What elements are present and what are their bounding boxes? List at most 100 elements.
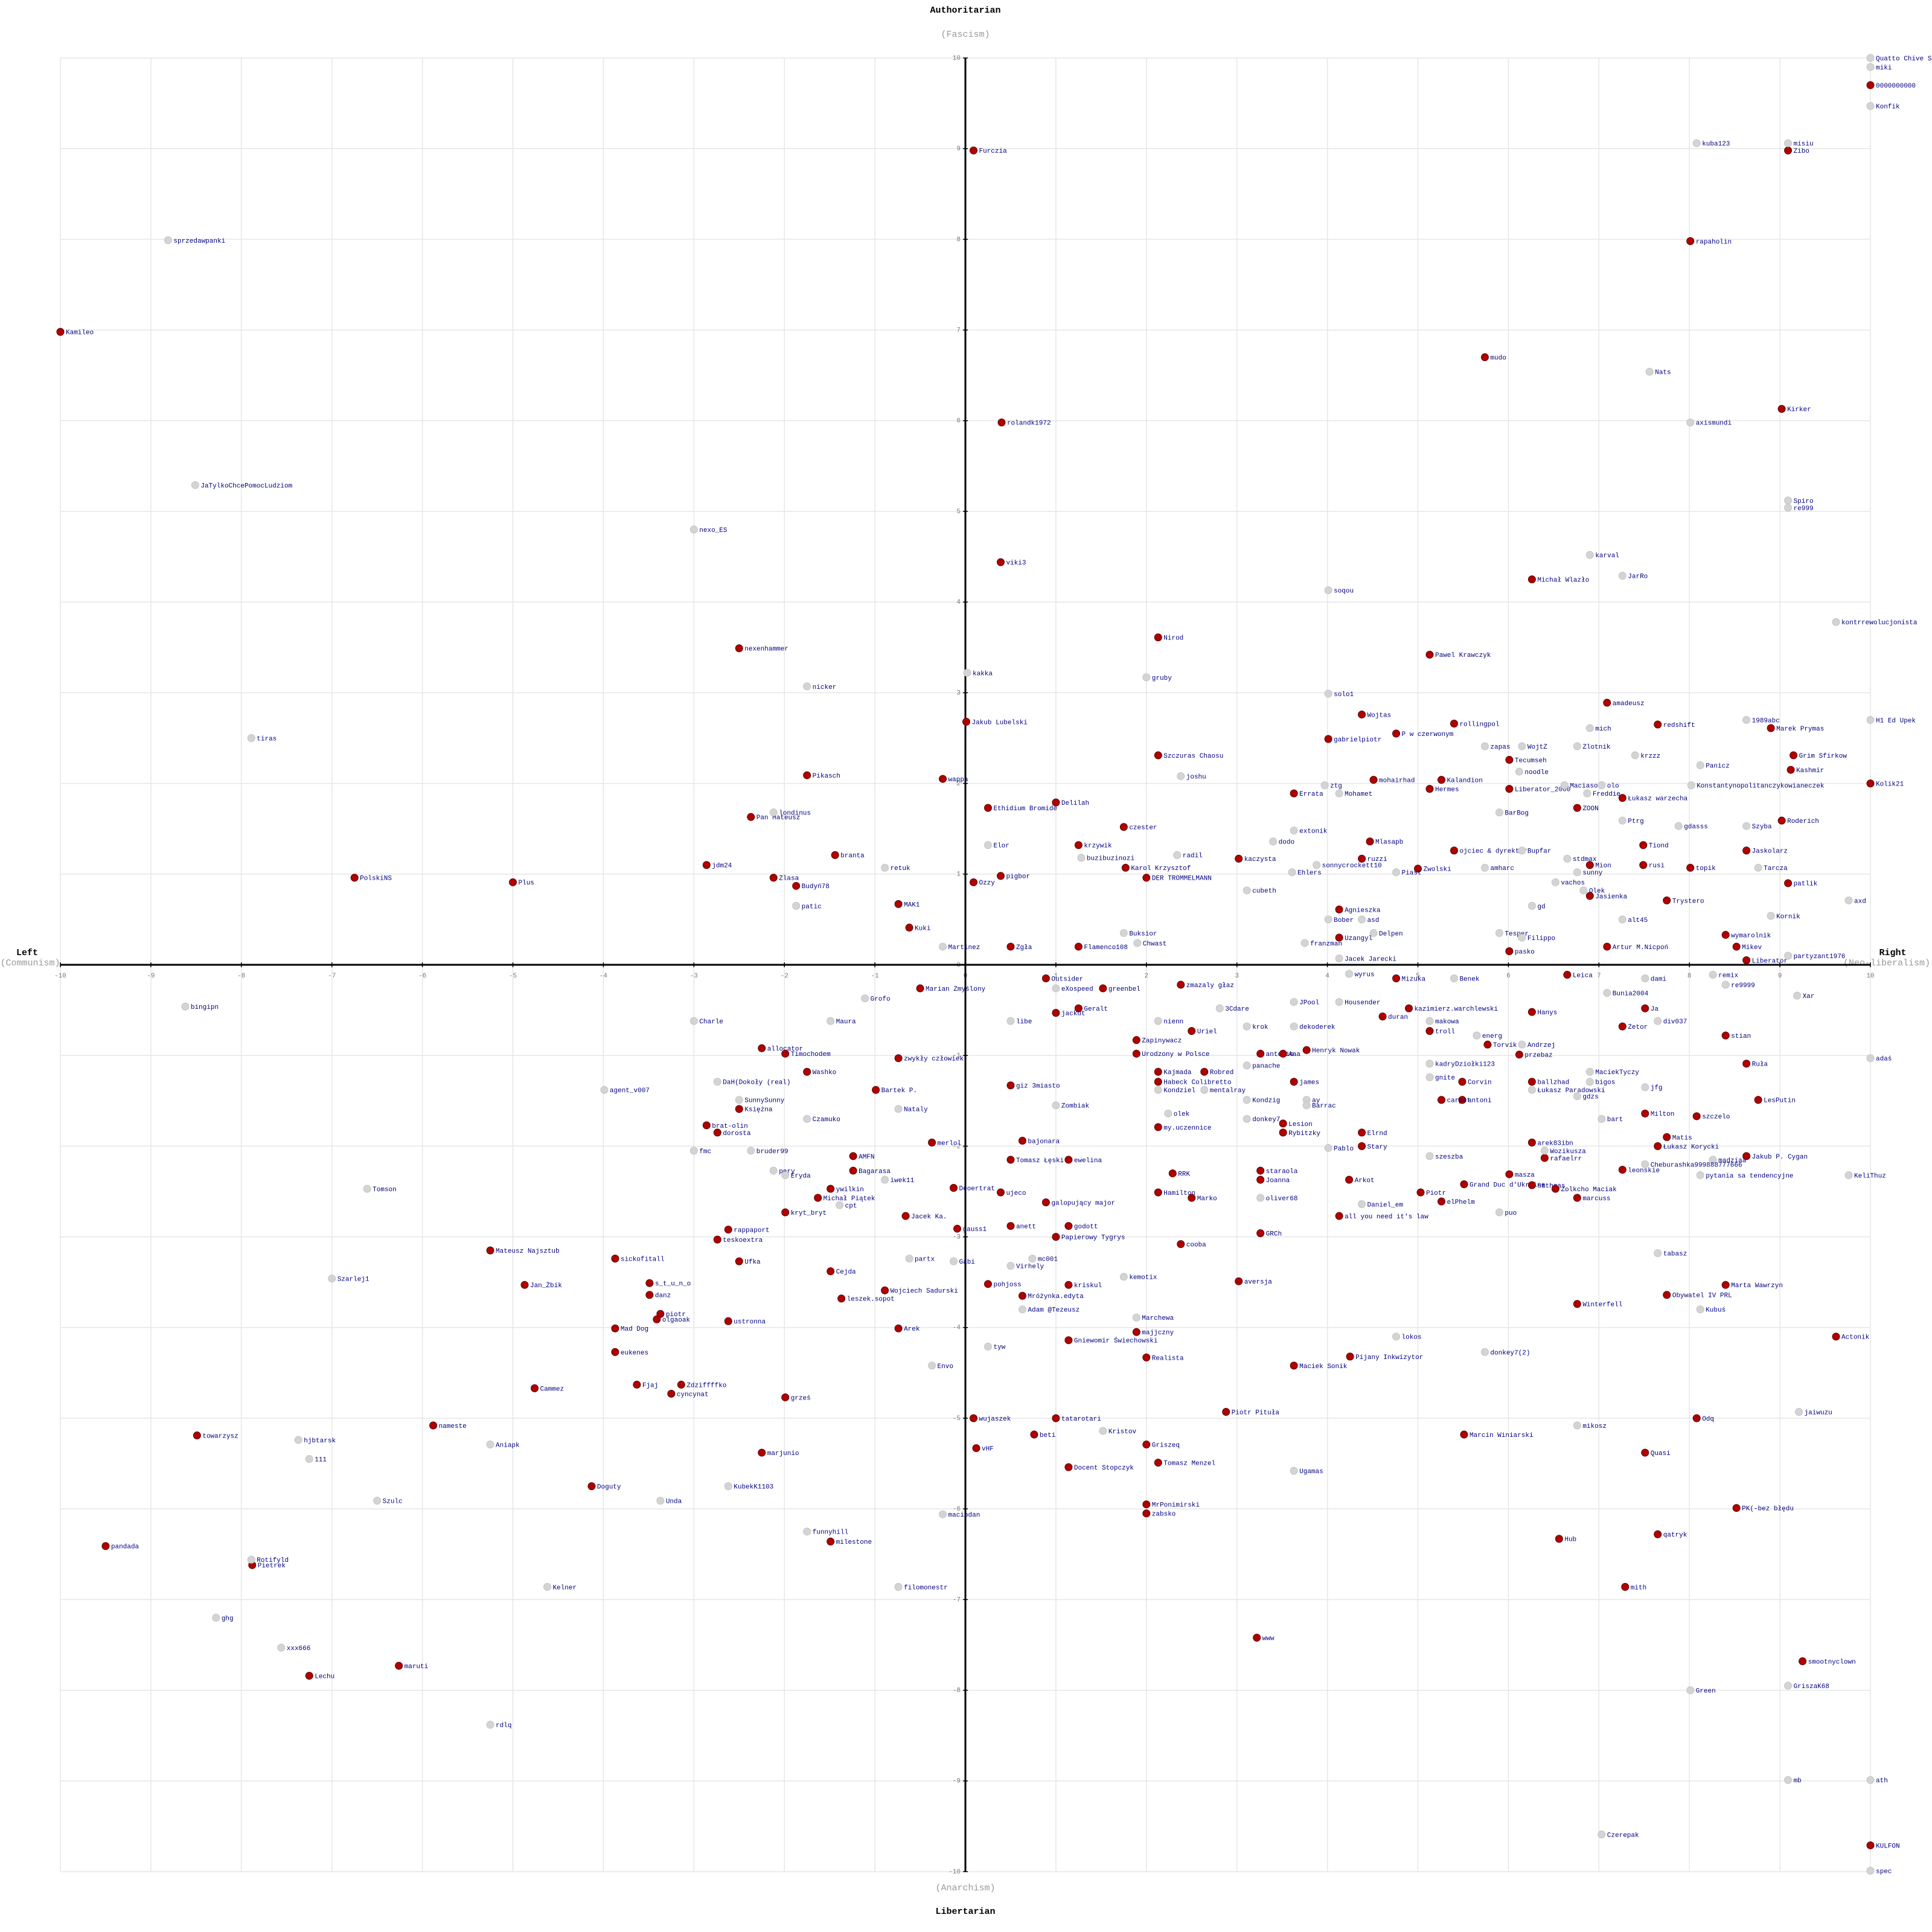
point xyxy=(1119,823,1128,831)
point-label: Wojtas xyxy=(1367,712,1392,719)
point-label: panache xyxy=(1252,1063,1280,1070)
point xyxy=(1721,1031,1730,1040)
point xyxy=(1573,1092,1581,1101)
point xyxy=(769,808,778,817)
point-label: Torvik xyxy=(1493,1042,1517,1049)
point-label: DER TROMMELMANN xyxy=(1152,875,1212,883)
point xyxy=(781,1049,790,1058)
points: 0000000000 Zibo Furczia rapaholin Kamileo mud… xyxy=(56,54,1932,1875)
point-label: Ugamas xyxy=(1299,1468,1323,1476)
point xyxy=(894,900,903,908)
point xyxy=(1866,1841,1875,1849)
point xyxy=(1777,816,1786,825)
point-label: arek83ibn xyxy=(1537,1140,1573,1147)
point xyxy=(1006,942,1015,951)
point-label: Hermes xyxy=(1435,787,1459,794)
point-label: Pan Mateusz xyxy=(756,814,801,822)
point xyxy=(1392,974,1401,983)
point-label: misiu xyxy=(1794,141,1814,148)
point-label: Ethidium Bromide xyxy=(993,805,1057,813)
point xyxy=(1302,1101,1311,1110)
point xyxy=(1784,496,1793,505)
point xyxy=(1425,1073,1434,1081)
point xyxy=(984,1280,992,1288)
point-label: Daniel_em xyxy=(1367,1201,1404,1209)
point-label: ay xyxy=(1312,1098,1320,1105)
point xyxy=(645,1291,654,1299)
point xyxy=(1378,1012,1387,1021)
point xyxy=(872,1086,880,1094)
point-label: rollingpol xyxy=(1459,721,1499,728)
x-tick-label: 4 xyxy=(1325,973,1329,980)
point xyxy=(1696,761,1704,770)
point xyxy=(1866,81,1875,89)
point xyxy=(677,1380,685,1389)
point xyxy=(1358,915,1366,924)
point-label: Lechu xyxy=(315,1673,334,1680)
point-label: ojciec & dyrektor xyxy=(1459,848,1527,856)
point xyxy=(1742,822,1751,830)
point-label: topik xyxy=(1696,865,1716,872)
point xyxy=(1866,54,1875,62)
point xyxy=(1795,1407,1803,1416)
point xyxy=(1793,991,1802,1000)
point xyxy=(1460,1180,1468,1188)
point xyxy=(881,1286,889,1294)
point-label: Gniewomir Świechowski xyxy=(1074,1337,1158,1345)
point-label: rafaelrr xyxy=(1550,1156,1582,1163)
point-label: pytania sa tendencyjne xyxy=(1706,1172,1793,1180)
point-label: GriszaK68 xyxy=(1794,1683,1829,1690)
point xyxy=(1324,735,1332,743)
point-label: nexenhammer xyxy=(744,646,788,653)
point xyxy=(1832,1332,1840,1341)
point xyxy=(724,1226,732,1234)
point-label: JarRo xyxy=(1628,574,1648,581)
y-tick-label: -10 xyxy=(948,1869,961,1876)
point xyxy=(1505,785,1514,793)
point xyxy=(1425,1027,1434,1035)
point xyxy=(1480,1348,1489,1356)
point xyxy=(1618,1022,1627,1031)
point xyxy=(1335,789,1343,798)
point xyxy=(1320,781,1329,790)
point-label: Ruła xyxy=(1752,1061,1768,1069)
point xyxy=(713,1128,721,1137)
point-label: cyncynat xyxy=(677,1391,709,1398)
point-label: Grand Duc d'Ukraine xyxy=(1470,1182,1545,1189)
point-label: partx xyxy=(915,1256,935,1264)
point xyxy=(247,1555,255,1564)
y-tick-label: 5 xyxy=(956,508,961,516)
point-label: krzywik xyxy=(1084,843,1112,850)
point xyxy=(1692,1414,1701,1422)
point xyxy=(996,558,1005,566)
point xyxy=(1551,1185,1559,1193)
point-label: Zetor xyxy=(1628,1024,1648,1031)
point xyxy=(1392,729,1401,738)
point xyxy=(827,1185,835,1193)
point xyxy=(831,851,839,859)
point-label: Grofo xyxy=(871,996,891,1003)
point xyxy=(429,1421,438,1430)
point-label: MrPonimirski xyxy=(1152,1502,1200,1509)
point-label: Wozikusza xyxy=(1550,1148,1586,1156)
point xyxy=(1392,1332,1401,1341)
point-label: asd xyxy=(1367,917,1380,924)
point-label: Kashmir xyxy=(1796,767,1824,775)
point-label: Xar xyxy=(1803,993,1815,1000)
point-label: Errata xyxy=(1299,791,1323,798)
point-label: Tiond xyxy=(1649,843,1669,850)
point xyxy=(633,1380,641,1389)
point xyxy=(724,1482,732,1491)
point-label: Habeck Colibretto xyxy=(1163,1080,1231,1087)
point-label: Cejda xyxy=(836,1269,856,1276)
point xyxy=(543,1582,551,1591)
x-tick-label: 9 xyxy=(1778,973,1782,980)
point-label: Ufka xyxy=(744,1259,761,1266)
point xyxy=(193,1431,201,1440)
point xyxy=(1527,575,1536,584)
point-label: Kubuś xyxy=(1706,1307,1726,1314)
point xyxy=(735,1105,743,1113)
point-label: Eryda xyxy=(791,1172,811,1180)
point-label: Uriel xyxy=(1197,1029,1217,1036)
point-label: ghg xyxy=(222,1615,234,1622)
